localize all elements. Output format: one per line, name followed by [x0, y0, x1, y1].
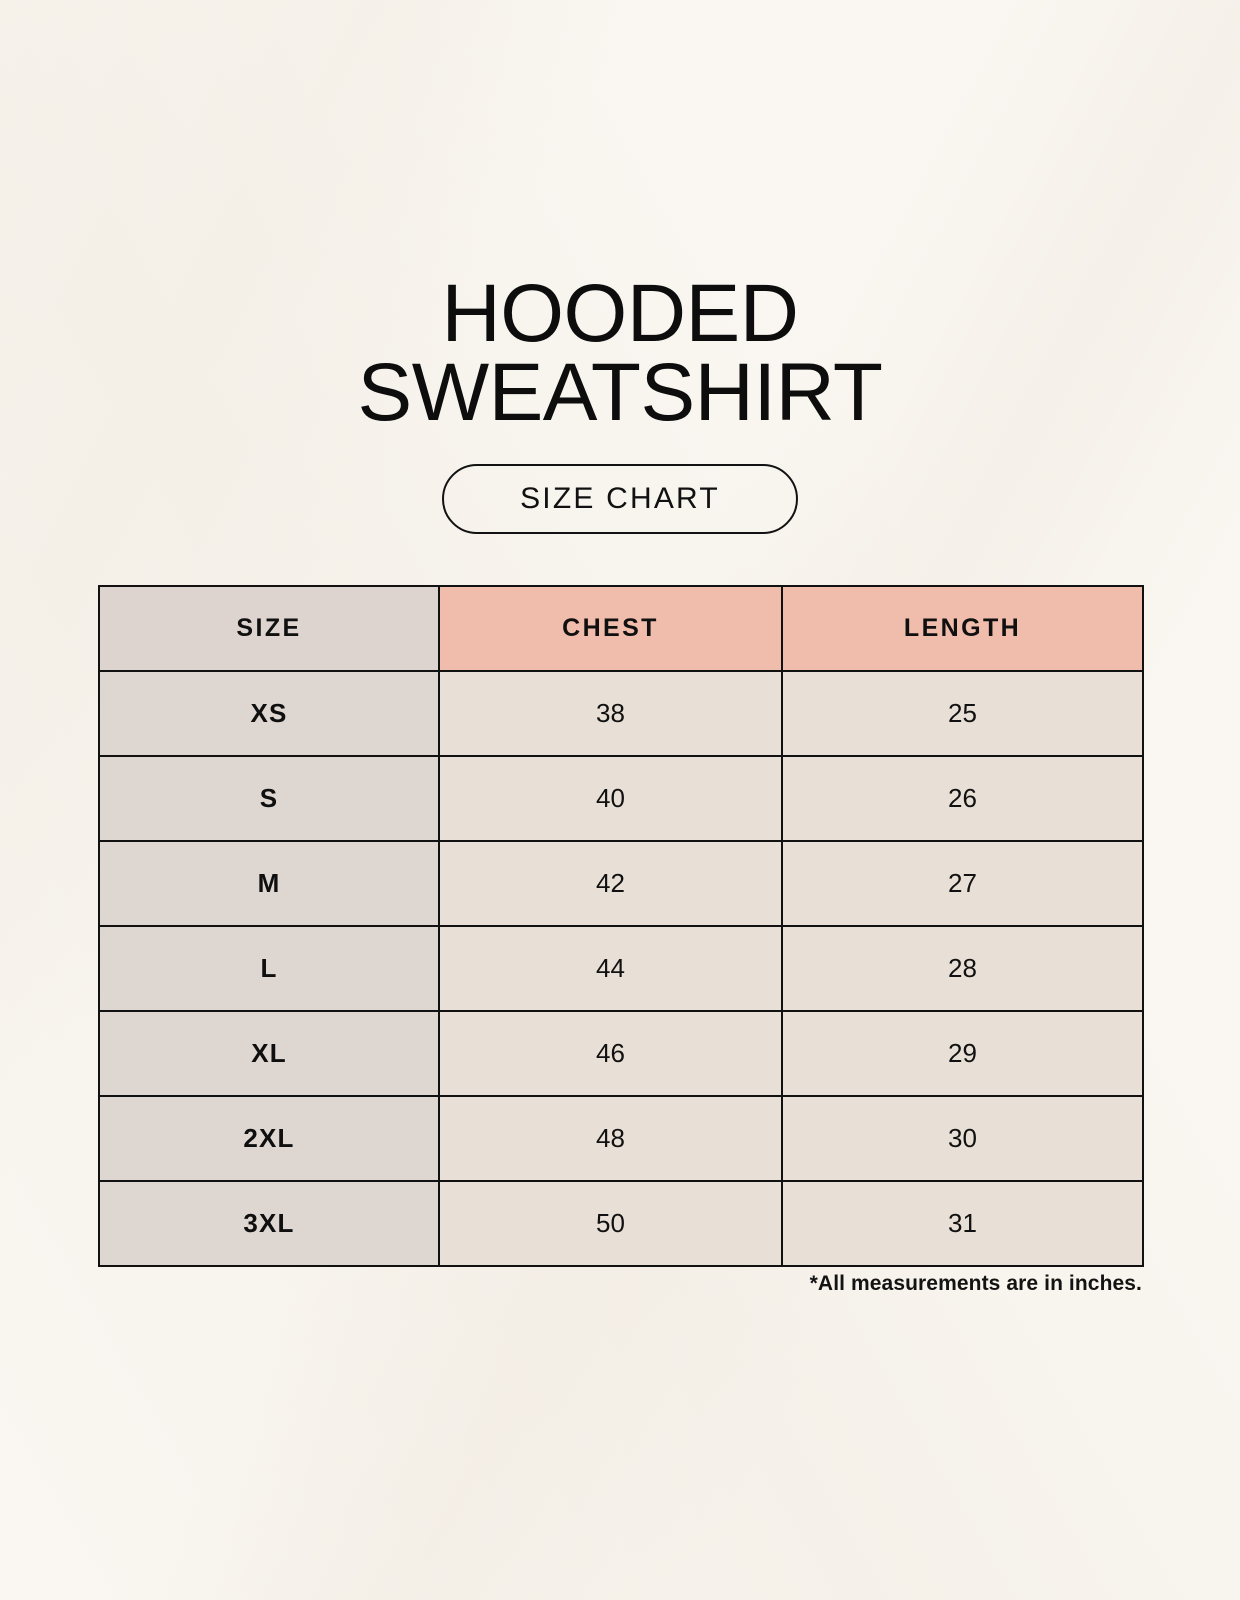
column-header-size: SIZE — [98, 585, 440, 672]
cell-chest: 42 — [438, 840, 783, 927]
cell-size: S — [98, 755, 440, 842]
page-title: HOODED SWEATSHIRT — [0, 268, 1240, 438]
table-row: 3XL 50 31 — [98, 1180, 1144, 1267]
table-row: XL 46 29 — [98, 1010, 1144, 1097]
table-header-row: SIZE CHEST LENGTH — [98, 585, 1144, 672]
cell-length: 25 — [781, 670, 1144, 757]
badge-container: SIZE CHART — [0, 464, 1240, 534]
column-header-length: LENGTH — [781, 585, 1144, 672]
cell-length: 28 — [781, 925, 1144, 1012]
column-header-chest: CHEST — [438, 585, 783, 672]
table-body: XS 38 25 S 40 26 M 42 27 L 44 28 — [98, 670, 1144, 1267]
size-table: SIZE CHEST LENGTH XS 38 25 S 40 26 M — [98, 585, 1144, 1267]
cell-size: 2XL — [98, 1095, 440, 1182]
cell-chest: 40 — [438, 755, 783, 842]
cell-size: XS — [98, 670, 440, 757]
cell-size: M — [98, 840, 440, 927]
size-chart-badge: SIZE CHART — [442, 464, 798, 534]
cell-size: L — [98, 925, 440, 1012]
cell-length: 31 — [781, 1180, 1144, 1267]
cell-size: XL — [98, 1010, 440, 1097]
cell-size: 3XL — [98, 1180, 440, 1267]
table-row: L 44 28 — [98, 925, 1144, 1012]
cell-chest: 46 — [438, 1010, 783, 1097]
table-row: XS 38 25 — [98, 670, 1144, 757]
table-row: M 42 27 — [98, 840, 1144, 927]
cell-length: 30 — [781, 1095, 1144, 1182]
cell-chest: 44 — [438, 925, 783, 1012]
cell-chest: 38 — [438, 670, 783, 757]
table-row: S 40 26 — [98, 755, 1144, 842]
title-line-2: SWEATSHIRT — [357, 346, 884, 438]
cell-length: 26 — [781, 755, 1144, 842]
cell-chest: 48 — [438, 1095, 783, 1182]
cell-length: 27 — [781, 840, 1144, 927]
size-table-container: SIZE CHEST LENGTH XS 38 25 S 40 26 M — [98, 585, 1144, 1267]
cell-chest: 50 — [438, 1180, 783, 1267]
title-line-1: HOODED — [441, 268, 799, 359]
measurements-footnote: *All measurements are in inches. — [809, 1272, 1142, 1295]
cell-length: 29 — [781, 1010, 1144, 1097]
table-row: 2XL 48 30 — [98, 1095, 1144, 1182]
